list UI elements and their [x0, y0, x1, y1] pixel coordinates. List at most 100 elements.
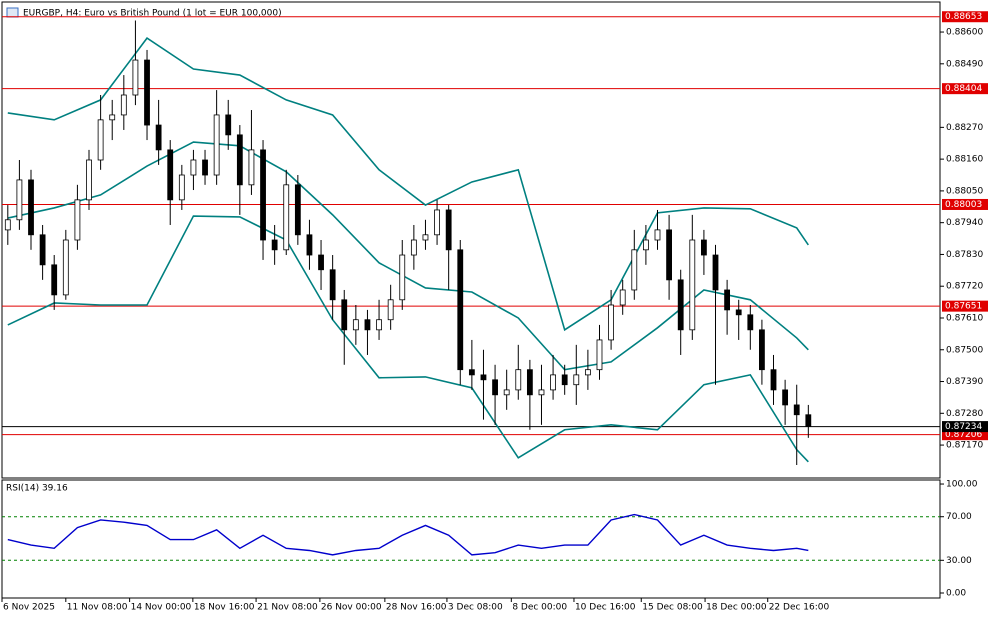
y-tick-label: 0.87170: [946, 441, 983, 451]
candle-body: [515, 369, 522, 391]
y-tick-label: 0.87830: [946, 250, 983, 260]
candle-body: [190, 159, 197, 176]
price-label: 0.87234: [945, 422, 982, 432]
candle-body: [341, 299, 348, 331]
level-label-bg: [942, 300, 988, 312]
x-tick-label: 21 Nov 08:00: [257, 603, 318, 613]
candle-body: [550, 374, 556, 391]
candle-body: [364, 319, 371, 331]
x-tick-label: 22 Dec 16:00: [769, 603, 830, 613]
y-tick-label: 0.88270: [946, 123, 983, 133]
candle-body: [735, 309, 742, 316]
candle-body: [492, 379, 498, 396]
candle-body: [62, 239, 69, 296]
candle-body: [202, 159, 208, 176]
candle-body: [631, 249, 638, 291]
rsi-title: RSI(14) 39.16: [6, 484, 68, 494]
candle-body: [457, 249, 464, 371]
y-tick-label: 100.00: [946, 480, 978, 490]
x-tick-label: 8 Dec 00:00: [512, 603, 567, 613]
y-tick-label: 0.00: [946, 588, 966, 598]
candle-body: [283, 184, 290, 251]
level-label: 0.88404: [945, 84, 982, 94]
candle-body: [155, 124, 162, 151]
candle-body: [503, 389, 510, 396]
candle-body: [410, 239, 417, 256]
candle-body: [689, 239, 696, 331]
candle-body: [654, 229, 661, 241]
candle-body: [596, 339, 603, 371]
candle-body: [376, 319, 382, 331]
candle-body: [642, 239, 649, 251]
y-tick-label: 0.88600: [946, 28, 983, 38]
candle-body: [573, 374, 580, 386]
level-label-bg: [942, 429, 988, 441]
candle-body: [167, 149, 174, 201]
x-tick-label: 3 Dec 08:00: [448, 603, 503, 613]
candle-body: [584, 369, 591, 376]
y-tick-label: 0.88160: [946, 155, 983, 165]
candle-body: [782, 389, 789, 406]
y-tick-label: 0.87280: [946, 409, 983, 419]
bollinger-band: [7, 141, 809, 371]
candle-body: [561, 374, 568, 386]
candle-body: [724, 289, 731, 311]
price-label-bg: [942, 421, 988, 433]
candle-body: [144, 59, 150, 126]
candle-body: [608, 304, 614, 341]
x-tick-label: 26 Nov 00:00: [321, 603, 382, 613]
y-tick-label: 0.87390: [946, 377, 983, 387]
candle-body: [318, 254, 324, 271]
candle-body: [97, 119, 104, 161]
y-tick-label: 0.88490: [946, 59, 983, 69]
x-tick-label: 28 Nov 16:00: [386, 603, 447, 613]
candle-body: [712, 254, 719, 291]
candle-body: [260, 149, 266, 241]
candle-body: [399, 254, 406, 301]
candle-body: [16, 179, 23, 221]
candle-body: [666, 229, 672, 281]
level-label: 0.87206: [945, 430, 982, 440]
x-tick-label: 18 Nov 16:00: [194, 603, 255, 613]
candle-body: [770, 369, 777, 391]
candle-body: [236, 134, 243, 186]
y-tick-label: 70.00: [946, 512, 972, 522]
chart-title: EURGBP, H4: Euro vs British Pound (1 lot…: [23, 9, 282, 19]
candle-body: [294, 184, 301, 236]
rsi-line: [7, 513, 809, 556]
candle-body: [248, 149, 255, 186]
candle-body: [74, 199, 81, 241]
candle-body: [701, 239, 707, 256]
symbol-icon: [6, 7, 19, 18]
candle-body: [387, 299, 394, 321]
x-tick-label: 11 Nov 08:00: [67, 603, 128, 613]
level-label: 0.88003: [945, 200, 982, 210]
y-tick-label: 0.88050: [946, 186, 983, 196]
candle-body: [793, 404, 800, 416]
y-tick-label: 0.87940: [946, 218, 983, 228]
candle-body: [213, 114, 220, 176]
candle-body: [526, 369, 533, 396]
x-tick-label: 18 Dec 00:00: [706, 603, 767, 613]
candle-body: [445, 209, 452, 251]
candle-body: [538, 389, 545, 396]
candle-body: [28, 179, 34, 236]
candle-body: [747, 314, 754, 331]
level-label-bg: [942, 198, 988, 210]
x-tick-label: 15 Dec 08:00: [642, 603, 703, 613]
level-label: 0.88653: [945, 12, 982, 22]
candle-body: [51, 264, 58, 296]
candle-body: [480, 374, 487, 381]
candle-body: [109, 114, 116, 121]
candle-body: [352, 319, 359, 331]
x-tick-label: 6 Nov 2025: [3, 603, 55, 613]
candle-body: [468, 369, 475, 376]
candle-body: [329, 269, 336, 301]
candle-body: [619, 289, 626, 306]
candle-body: [132, 59, 139, 96]
bollinger-band: [7, 215, 809, 463]
candle-body: [4, 219, 11, 231]
